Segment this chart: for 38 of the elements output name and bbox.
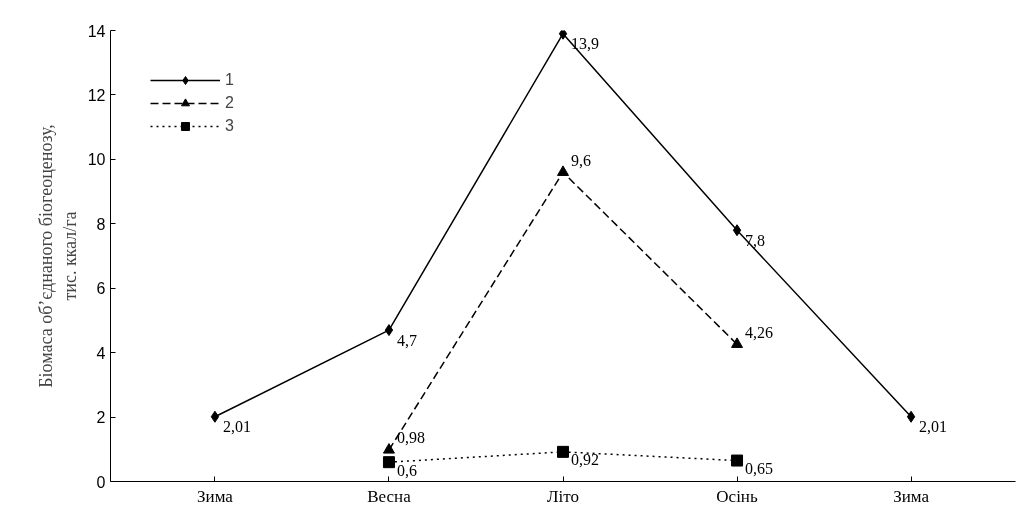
point [382,443,395,454]
data-label: 13,9 [571,35,599,53]
y-tick-label: 14 [87,22,106,40]
point [558,30,568,40]
data-label: 0,92 [571,451,599,469]
data-label: 0,65 [745,460,774,478]
point [384,324,394,337]
y-axis-title: Біомаса об’єднаного біогеоценозу, тис. ккал/га [35,124,80,388]
point [210,410,220,423]
x-tick-label: Літо [547,486,579,506]
y-tick-label: 2 [96,409,106,427]
y-tick-label: 10 [87,151,106,169]
data-label: 2,01 [919,418,948,436]
point [557,445,569,458]
x-tick-label: Осінь [716,486,758,506]
point [906,410,916,423]
y-tick-label: 4 [96,344,106,362]
x-tick-label: Зима [893,486,930,506]
point [731,337,744,348]
y-tick-label: 0 [96,473,106,491]
y-tick-label: 8 [96,215,106,233]
data-label: 4,7 [396,331,417,349]
data-label: 2,01 [222,418,251,436]
point [731,454,744,467]
legend-label: 1 [225,71,235,89]
data-label: 4,26 [745,323,774,341]
legend-label: 2 [225,94,235,112]
x-tick-label: Зима [197,486,234,506]
point [382,456,395,469]
y-tick-label: 6 [96,280,106,298]
data-label: 9,6 [571,151,591,169]
data-label: 7,8 [745,231,766,249]
legend-label: 3 [225,117,235,135]
data-label: 0,6 [396,461,417,479]
data-label: 0,98 [396,429,425,447]
x-tick-label: Весна [367,486,412,506]
point [732,224,742,237]
y-tick-label: 12 [87,86,106,104]
